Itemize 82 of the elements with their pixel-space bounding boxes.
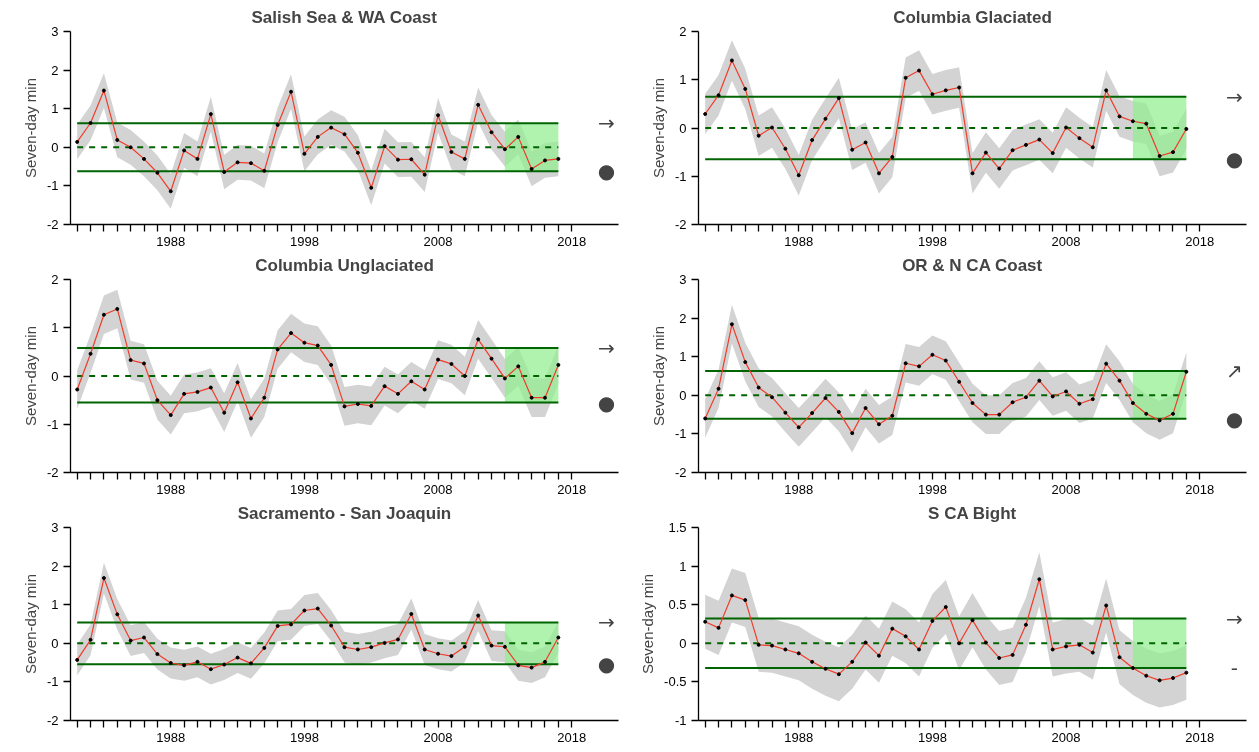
x-tick-label: 1998 bbox=[289, 729, 319, 745]
y-tick-label: -1 bbox=[46, 178, 59, 194]
chart-title: Sacramento - San Joaquin bbox=[237, 503, 452, 523]
chart-title: S CA Bight bbox=[928, 503, 1017, 523]
y-tick-label: -0.5 bbox=[664, 674, 687, 690]
x-tick-label: 1998 bbox=[289, 481, 319, 497]
annotation: → bbox=[1226, 606, 1243, 631]
y-tick-label: 2 bbox=[51, 62, 59, 78]
y-tick-label: 3 bbox=[679, 272, 687, 287]
y-tick-label: 0 bbox=[51, 635, 59, 651]
annotation: ● bbox=[597, 159, 616, 184]
y-tick-label: -1 bbox=[46, 416, 59, 432]
y-tick-label: 0 bbox=[679, 120, 687, 136]
y-tick-label: 1.5 bbox=[668, 520, 687, 535]
annotation: ● bbox=[1225, 406, 1244, 431]
annotation: ● bbox=[1225, 147, 1244, 172]
y-tick-label: 0.5 bbox=[668, 597, 687, 613]
x-tick-label: 2018 bbox=[557, 481, 587, 497]
y-tick-label: 1 bbox=[51, 101, 59, 117]
y-tick-label: -2 bbox=[674, 217, 687, 232]
chart-title: Columbia Glaciated bbox=[893, 7, 1052, 27]
y-axis-title: Seven-day min bbox=[21, 573, 39, 675]
x-tick-label: 1998 bbox=[289, 233, 319, 249]
x-tick-label: 2008 bbox=[423, 481, 453, 497]
x-tick-label: 2008 bbox=[1051, 729, 1081, 745]
y-tick-label: 1 bbox=[679, 558, 687, 574]
y-tick-label: -1 bbox=[674, 426, 687, 442]
y-tick-label: 3 bbox=[51, 520, 59, 535]
chart-title: Columbia Unglaciated bbox=[255, 255, 434, 275]
chart-title: OR & N CA Coast bbox=[902, 255, 1043, 275]
y-tick-label: 2 bbox=[679, 310, 687, 326]
y-tick-label: -1 bbox=[674, 168, 687, 184]
annotation: ↗ bbox=[1226, 358, 1243, 383]
x-tick-label: 1988 bbox=[156, 729, 186, 745]
y-tick-label: 1 bbox=[51, 320, 59, 336]
y-tick-label: 3 bbox=[51, 24, 59, 39]
x-tick-label: 2008 bbox=[423, 729, 453, 745]
x-tick-label: 2008 bbox=[1051, 233, 1081, 249]
x-tick-label: 2018 bbox=[1185, 481, 1215, 497]
y-tick-label: -1 bbox=[674, 713, 687, 728]
y-tick-label: 2 bbox=[679, 24, 687, 39]
x-tick-label: 2018 bbox=[557, 233, 587, 249]
x-tick-label: 1988 bbox=[784, 233, 814, 249]
y-axis-title: Seven-day min bbox=[639, 573, 657, 675]
annotation: → bbox=[598, 610, 615, 635]
x-tick-label: 1998 bbox=[917, 729, 947, 745]
chart-title: Salish Sea & WA Coast bbox=[251, 7, 438, 27]
y-tick-label: -1 bbox=[46, 674, 59, 690]
y-axis-title: Seven-day min bbox=[21, 77, 39, 179]
y-tick-label: -2 bbox=[46, 217, 59, 232]
x-tick-label: 2018 bbox=[1185, 729, 1215, 745]
x-tick-label: 1988 bbox=[784, 481, 814, 497]
x-tick-label: 1988 bbox=[784, 729, 814, 745]
y-tick-label: 0 bbox=[679, 387, 687, 403]
y-tick-label: 1 bbox=[679, 72, 687, 88]
x-tick-label: 1988 bbox=[156, 233, 186, 249]
y-tick-label: 0 bbox=[51, 139, 59, 155]
y-tick-label: -2 bbox=[674, 465, 687, 480]
x-tick-label: 2018 bbox=[1185, 233, 1215, 249]
annotation: - bbox=[1230, 656, 1239, 680]
annotation: ● bbox=[597, 390, 616, 415]
y-tick-label: 2 bbox=[51, 272, 59, 287]
y-tick-label: 0 bbox=[51, 368, 59, 384]
annotation: → bbox=[598, 111, 615, 136]
y-tick-label: 0 bbox=[679, 635, 687, 651]
y-tick-label: -2 bbox=[46, 713, 59, 728]
annotation: → bbox=[1226, 84, 1243, 109]
y-tick-label: 1 bbox=[51, 597, 59, 613]
x-tick-label: 1998 bbox=[917, 481, 947, 497]
x-tick-label: 2008 bbox=[423, 233, 453, 249]
y-axis-title: Seven-day min bbox=[21, 325, 39, 427]
y-axis-title: Seven-day min bbox=[649, 77, 667, 179]
x-tick-label: 1988 bbox=[156, 481, 186, 497]
y-tick-label: 2 bbox=[51, 558, 59, 574]
y-tick-label: 1 bbox=[679, 349, 687, 365]
annotation: ● bbox=[597, 652, 616, 677]
y-tick-label: -2 bbox=[46, 465, 59, 480]
x-tick-label: 1998 bbox=[917, 233, 947, 249]
x-tick-label: 2008 bbox=[1051, 481, 1081, 497]
annotation: → bbox=[598, 336, 615, 361]
x-tick-label: 2018 bbox=[557, 729, 587, 745]
y-axis-title: Seven-day min bbox=[649, 325, 667, 427]
